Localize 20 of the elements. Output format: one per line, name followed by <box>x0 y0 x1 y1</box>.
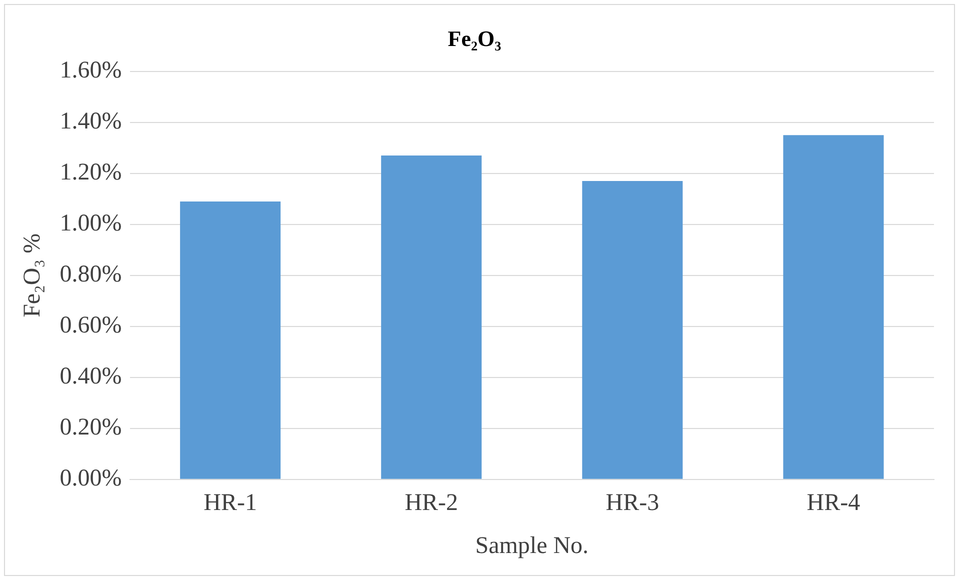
y-tick-label: 1.60% <box>60 58 122 84</box>
y-tick-label: 0.80% <box>60 262 122 288</box>
y-tick-label: 1.40% <box>60 108 122 135</box>
x-tick-label: HR-2 <box>404 490 458 516</box>
chart-title: Fe₂O₃ <box>448 26 502 51</box>
y-tick-label: 0.40% <box>60 364 122 390</box>
y-tick-label: 1.20% <box>60 160 122 186</box>
y-axis-title: Fe₂O₃ % <box>20 233 46 318</box>
x-axis-title: Sample No. <box>475 532 589 559</box>
x-tick-label: HR-1 <box>204 490 257 516</box>
x-tick-label: HR-3 <box>606 490 660 516</box>
bar <box>582 181 683 479</box>
y-tick-label: 0.60% <box>60 312 122 339</box>
y-tick-label: 1.00% <box>60 210 122 237</box>
x-tick-label: HR-4 <box>806 490 860 516</box>
y-tick-label: 0.20% <box>60 414 122 441</box>
bar <box>381 156 482 479</box>
bar <box>180 201 281 479</box>
y-tick-label: 0.00% <box>60 466 122 492</box>
bar <box>783 135 884 479</box>
